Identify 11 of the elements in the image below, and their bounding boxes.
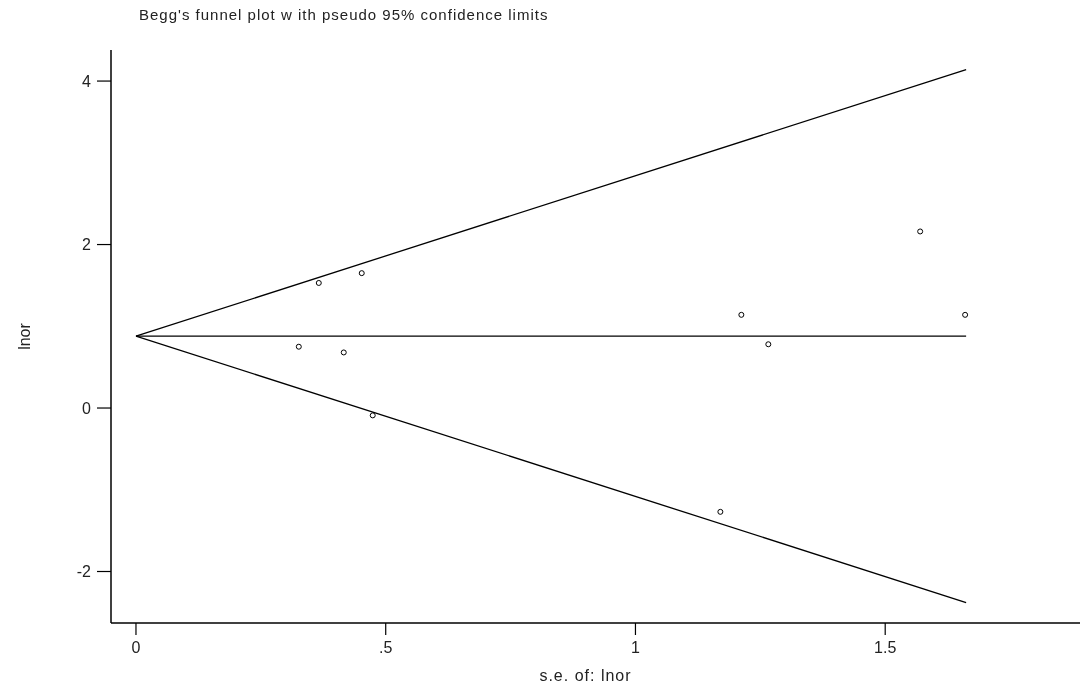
x-tick-label: .5: [379, 639, 393, 656]
x-tick-label: 1: [631, 639, 641, 656]
x-tick-label: 1.5: [874, 639, 897, 656]
y-tick-label: 2: [82, 236, 92, 254]
x-axis-title: s.e. of: lnor: [539, 667, 632, 684]
y-tick-label: 4: [82, 72, 92, 90]
y-tick-label: -2: [76, 563, 92, 581]
y-axis-title: lnor: [16, 322, 33, 350]
x-tick-label: 0: [131, 639, 141, 656]
y-tick-label: 0: [82, 399, 92, 417]
chart-title: Begg's funnel plot w ith pseudo 95% confidence limits: [139, 6, 549, 23]
